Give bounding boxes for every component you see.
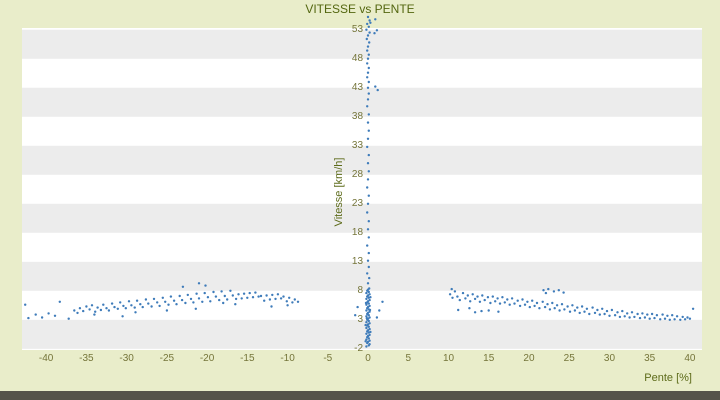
x-tick-label: 10 bbox=[442, 353, 455, 364]
x-tick-label: -25 bbox=[159, 353, 175, 364]
y-tick-label: 3 bbox=[357, 313, 364, 325]
y-tick-label: 18 bbox=[351, 226, 364, 238]
chart-title: VITESSE vs PENTE bbox=[305, 2, 415, 16]
x-tick-label: 5 bbox=[405, 353, 412, 364]
x-tick-label: 35 bbox=[644, 353, 656, 364]
y-tick-label: 28 bbox=[351, 168, 364, 180]
x-tick-label: 25 bbox=[563, 353, 575, 364]
x-tick-label: 15 bbox=[483, 353, 495, 364]
y-tick-label: 33 bbox=[351, 139, 364, 151]
y-tick-label: 38 bbox=[351, 110, 364, 122]
x-tick-label: -40 bbox=[38, 353, 54, 364]
x-tick-label: 40 bbox=[684, 353, 696, 364]
data-points bbox=[24, 15, 695, 348]
x-axis-label: Pente [%] bbox=[644, 372, 692, 384]
x-tick-label: -10 bbox=[280, 353, 295, 364]
x-tick-label: -5 bbox=[323, 353, 333, 364]
x-tick-label: 30 bbox=[603, 353, 616, 364]
y-tick-label: 23 bbox=[351, 197, 364, 209]
y-tick-label: 8 bbox=[357, 284, 364, 296]
x-tick-label: -30 bbox=[119, 353, 134, 364]
y-tick-label: 53 bbox=[351, 23, 364, 35]
x-tick-label: 0 bbox=[365, 353, 371, 364]
bottom-bar bbox=[0, 391, 720, 400]
x-tick-label: -20 bbox=[199, 353, 215, 364]
y-tick-label: 48 bbox=[351, 52, 364, 64]
x-tick-label: -35 bbox=[79, 353, 94, 364]
y-tick-label: 13 bbox=[351, 255, 364, 267]
x-tick-label: -15 bbox=[240, 353, 255, 364]
x-tick-label: 20 bbox=[523, 353, 535, 364]
y-tick-label: 43 bbox=[351, 81, 364, 93]
y-tick-label: -2 bbox=[354, 342, 364, 354]
